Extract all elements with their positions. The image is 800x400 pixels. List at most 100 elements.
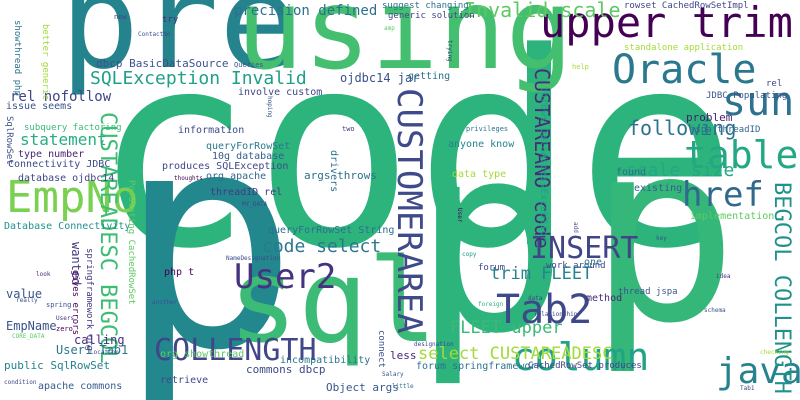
word: drivers xyxy=(328,150,339,193)
word: zero xyxy=(56,325,73,333)
word: standalone application xyxy=(624,43,744,53)
word: add xyxy=(572,222,579,233)
word: amp xyxy=(384,25,395,32)
word: pre xyxy=(60,0,299,99)
word: commons dbcp xyxy=(246,363,326,376)
word: php t xyxy=(164,267,195,278)
word: CORE_DATA xyxy=(12,333,45,340)
word: User2 xyxy=(234,257,337,297)
word: SQLException Invalid xyxy=(90,68,307,89)
word: Database Connectivity xyxy=(4,221,131,232)
word: rel xyxy=(766,79,783,89)
word: column xyxy=(512,335,650,379)
word: Invalid scale xyxy=(464,0,621,22)
word: information xyxy=(178,125,245,136)
word: generic solution xyxy=(388,11,475,21)
word: apache commons xyxy=(38,381,123,392)
word: BEGCOL COLLENGTH xyxy=(769,182,794,394)
word: Populating CachedRowSet xyxy=(126,180,136,305)
word: COLLENGTH xyxy=(154,333,317,368)
word: queryForRowSet xyxy=(206,141,291,152)
word: EmpName xyxy=(6,319,57,333)
word: User1 Tab1 xyxy=(56,343,129,357)
word: calling xyxy=(74,333,125,347)
word: springframework org xyxy=(84,248,94,351)
word: select CUSTAREADESC xyxy=(418,344,613,364)
word: new xyxy=(114,13,127,21)
word: data type xyxy=(452,169,507,180)
word: hoping xyxy=(266,96,273,118)
word: sun xyxy=(722,79,795,125)
word: Connectivity JDBC xyxy=(8,159,111,170)
word: suggest changing xyxy=(382,1,469,11)
word: Tab1 xyxy=(740,385,755,392)
word: implementation xyxy=(690,211,775,222)
word: FLEET upper xyxy=(450,318,563,338)
word: schema xyxy=(704,307,726,314)
word: copy xyxy=(462,251,477,258)
word: code xyxy=(92,0,738,308)
word: 10g database xyxy=(212,151,285,162)
word: table xyxy=(684,133,799,177)
word: problem xyxy=(686,111,733,124)
word: type number xyxy=(18,149,85,160)
word: method xyxy=(586,293,623,304)
word: scale size xyxy=(626,160,735,181)
word: Users xyxy=(56,315,75,322)
word: database ojdbc14 xyxy=(18,173,115,184)
word: CUSTAREANO code xyxy=(530,68,554,249)
word: issue seems xyxy=(6,101,73,112)
word: connect xyxy=(376,330,386,368)
word: href xyxy=(682,175,764,215)
word: getting xyxy=(408,71,451,82)
word: EmpNo xyxy=(6,172,139,223)
word: p xyxy=(588,87,739,378)
word: incompatibility xyxy=(280,355,371,366)
word: forum springframework xyxy=(416,361,543,372)
word: p xyxy=(412,89,569,391)
word: designation xyxy=(414,341,454,348)
word: spring xyxy=(46,301,72,309)
word: Oracle xyxy=(612,47,757,93)
word: NameDesignation xyxy=(226,255,281,262)
word: upper trim xyxy=(540,0,793,47)
word: retrieve xyxy=(160,375,209,386)
word: anyone know xyxy=(448,139,515,150)
word: ContactNo xyxy=(138,31,171,38)
word: threadID rel xyxy=(210,187,283,198)
word: existing xyxy=(634,183,683,194)
word: thread jspa xyxy=(618,287,678,297)
word: CUSTOMERAREA xyxy=(389,88,429,334)
word: gives errors xyxy=(70,270,80,336)
word: forum xyxy=(478,263,506,273)
word: better generic xyxy=(40,24,50,100)
word: data xyxy=(528,295,543,302)
word: relationship xyxy=(534,311,578,318)
word: jspa threadID xyxy=(690,125,761,135)
word: another xyxy=(152,299,178,306)
word: subquery factoring xyxy=(24,123,122,133)
word: little xyxy=(392,383,414,390)
word: condition xyxy=(4,379,37,386)
word: JDBC Populating xyxy=(706,91,788,101)
word: statement xyxy=(20,130,107,149)
word: using xyxy=(236,0,574,95)
word: try xyxy=(162,15,179,25)
word: thoughts xyxy=(174,175,203,182)
word: INSERT xyxy=(530,231,639,266)
word: showthread php xyxy=(12,20,22,96)
word: work around xyxy=(546,261,606,271)
word: two xyxy=(342,125,355,133)
word: help xyxy=(572,63,589,71)
word: trim FLEET xyxy=(490,264,593,284)
word: really xyxy=(16,297,38,304)
word: produces SQLException xyxy=(162,161,289,172)
word: CUSTAREADESC BEGCOL xyxy=(95,112,120,364)
word: found xyxy=(616,167,647,178)
word: Object args xyxy=(326,381,399,394)
word: queryForRowSet String xyxy=(268,225,395,236)
word: org showthread xyxy=(160,349,245,360)
word: args throws xyxy=(304,169,377,182)
word: rowset CachedRowSetImpl xyxy=(624,1,749,11)
word: public SqlRowSet xyxy=(4,359,110,372)
